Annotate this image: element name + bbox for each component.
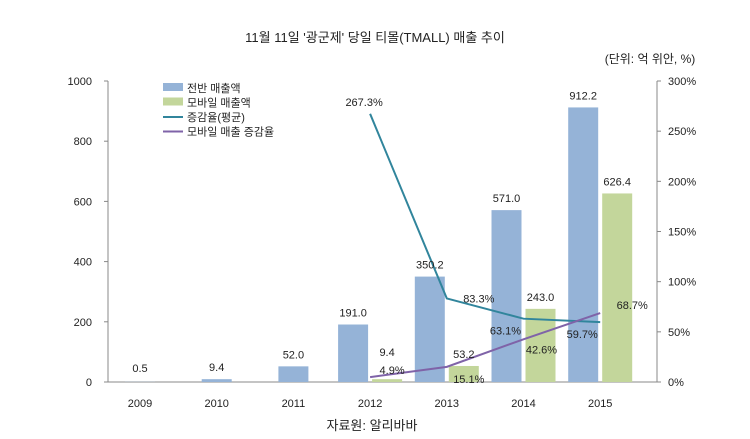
data-label-mobile-growth-2013: 15.1%	[453, 374, 484, 386]
x-tick-label: 2010	[204, 398, 228, 410]
left-tick-label: 200	[74, 317, 92, 329]
right-tick-label: 200%	[668, 176, 696, 188]
data-label-total-2015: 912.2	[569, 90, 597, 102]
data-label-mobile-growth-2012: 4.9%	[380, 365, 405, 377]
right-tick-label: 300%	[668, 76, 696, 88]
bar-total-2011	[278, 366, 309, 382]
left-tick-label: 600	[74, 196, 92, 208]
legend-label-0: 전반 매출액	[187, 82, 241, 95]
line-growth-avg	[369, 113, 601, 324]
chart-title: 11월 11일 '광군제' 당일 티몰(TMALL) 매출 추이	[245, 30, 505, 45]
data-label-mobile-growth-2014: 42.6%	[526, 344, 557, 356]
x-tick-label: 2011	[282, 398, 306, 410]
legend-label-2: 증감율(평균)	[187, 111, 245, 124]
data-label-mobile-2012: 9.4	[379, 347, 394, 359]
data-label-total-2013: 350.2	[416, 260, 444, 272]
bar-total-2014	[491, 210, 522, 382]
data-label-growth-2013: 83.3%	[463, 293, 494, 305]
x-tick-label: 2009	[128, 398, 152, 410]
right-tick-label: 0%	[668, 377, 684, 389]
right-tick-label: 150%	[668, 227, 696, 239]
lines-group	[369, 113, 601, 379]
legend-swatch-0	[163, 83, 183, 91]
data-label-total-2014: 571.0	[493, 193, 521, 205]
x-tick-label: 2012	[358, 398, 382, 410]
axes-group: 0 200 400 600 800 1000 0% 50% 100% 150% 200% 250% 30…	[68, 76, 697, 410]
left-tick-label: 400	[74, 257, 92, 269]
data-label-total-2012: 191.0	[339, 308, 367, 320]
data-label-mobile-2014: 243.0	[527, 292, 555, 304]
left-tick-label: 1000	[68, 76, 92, 88]
data-label-mobile-2013: 53.2	[453, 349, 474, 361]
bar-total-2013	[414, 276, 445, 382]
data-label-growth-2014: 63.1%	[490, 326, 521, 338]
data-label-total-2009: 0.5	[132, 363, 147, 375]
right-tick-label: 250%	[668, 126, 696, 138]
bars-group	[125, 107, 633, 383]
bar-mobile-2012	[372, 379, 403, 382]
data-label-mobile-2015: 626.4	[603, 176, 631, 188]
bar-mobile-2015	[602, 193, 633, 382]
line-mobile-growth	[369, 312, 601, 379]
data-label-growth-2015: 59.7%	[567, 329, 598, 341]
bar-mobile-2013	[448, 365, 479, 382]
legend-label-3: 모바일 매출 증감율	[187, 125, 274, 139]
data-label-growth-2012: 267.3%	[345, 97, 383, 109]
labels-group: 0.5 9.4 52.0 191.0 350.2 571.0 912.2 9.4 53.2 243…	[132, 90, 648, 385]
x-tick-label: 2015	[588, 398, 612, 410]
unit-label: (단위: 억 위안, %)	[605, 52, 696, 66]
left-tick-label: 800	[74, 136, 92, 148]
x-tick-label: 2013	[435, 398, 459, 410]
bar-total-2015	[568, 107, 599, 383]
legend-swatch-1	[163, 97, 183, 106]
data-label-total-2011: 52.0	[283, 349, 304, 361]
bar-mobile-2014	[525, 308, 556, 382]
left-tick-label: 0	[86, 377, 92, 389]
legend-label-1: 모바일 매출액	[187, 96, 251, 110]
x-tick-label: 2014	[511, 398, 535, 410]
right-tick-label: 50%	[668, 327, 690, 339]
bar-total-2012	[338, 324, 369, 382]
right-tick-label: 100%	[668, 277, 696, 289]
data-label-mobile-growth-2015: 68.7%	[617, 300, 648, 312]
bar-total-2010	[201, 379, 232, 382]
source-label: 자료원: 알리바바	[327, 418, 418, 433]
data-label-total-2010: 9.4	[209, 362, 224, 374]
